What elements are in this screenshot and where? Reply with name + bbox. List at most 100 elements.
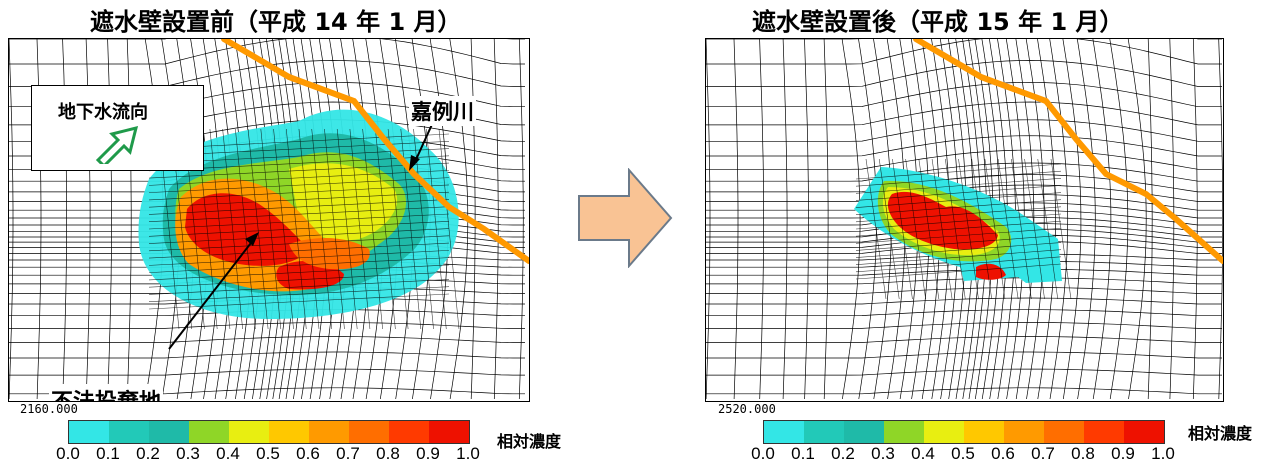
mesh-line <box>1050 158 1072 300</box>
legend-swatch <box>1084 421 1124 443</box>
legend-tick-label: 0.4 <box>216 444 240 463</box>
mesh-line <box>706 297 1222 305</box>
mesh-line <box>148 213 450 230</box>
flow-direction-label: 地下水流向 <box>58 102 148 123</box>
legend-tick-label: 0.3 <box>871 444 895 463</box>
mesh-line <box>148 264 450 281</box>
mesh-line <box>855 256 1062 273</box>
mesh-line <box>1218 39 1223 400</box>
mesh-line <box>148 271 450 288</box>
mesh-line <box>706 39 711 400</box>
mesh-line <box>9 39 14 400</box>
mesh-line <box>855 263 1062 280</box>
legend-title-before: 相対濃度 <box>497 432 562 451</box>
timestep-label-after: 2520.000 <box>718 402 776 416</box>
legend-swatch <box>1124 421 1164 443</box>
mesh-line <box>148 177 450 193</box>
mesh-line <box>9 368 525 376</box>
mesh-line <box>706 309 1222 317</box>
mesh-line <box>1127 39 1147 400</box>
legend-tick-label: 0.9 <box>416 444 440 463</box>
mesh-line <box>971 158 993 300</box>
mesh-line <box>706 387 1222 395</box>
legend-tick-label: 0.8 <box>1071 444 1095 463</box>
legend-tick-label: 0.1 <box>96 444 120 463</box>
mesh-line <box>1192 39 1198 400</box>
legend-tick-label: 1.0 <box>1151 444 1175 463</box>
mesh-line <box>324 128 345 330</box>
mesh-line <box>782 39 788 400</box>
mesh-line <box>855 249 1062 266</box>
mesh-line <box>905 158 926 300</box>
mesh-line <box>260 128 282 330</box>
site-pointer-line <box>168 238 255 350</box>
mesh-line <box>148 220 450 237</box>
timestep-label-before: 2160.000 <box>20 402 78 416</box>
legend-swatch <box>149 421 189 443</box>
mesh-line <box>1109 39 1129 400</box>
mesh-line <box>706 101 1222 126</box>
legend-tick-label: 0.5 <box>951 444 975 463</box>
mesh-line <box>1049 39 1069 400</box>
mesh-line <box>1076 39 1096 400</box>
legend-tick-label: 1.0 <box>456 444 480 463</box>
left-panel-title: 遮水壁設置前（平成 14 年 1 月） <box>90 8 462 36</box>
mesh-line <box>148 279 450 295</box>
mesh-line <box>387 128 409 330</box>
legend-tick-label: 0.2 <box>831 444 855 463</box>
mesh-line <box>1037 158 1059 300</box>
mesh-line <box>273 128 294 330</box>
mesh-line <box>9 322 525 329</box>
mesh-line <box>706 322 1222 329</box>
legend-tick-label: 0.5 <box>256 444 280 463</box>
river-label: 嘉例川 <box>409 96 476 126</box>
grid-mesh-after <box>706 39 1223 400</box>
color-scale-bar-after <box>763 420 1165 444</box>
legend-swatch <box>429 421 469 443</box>
right-panel-title: 遮水壁設置後（平成 15 年 1 月） <box>752 8 1124 36</box>
legend-swatch <box>924 421 964 443</box>
mesh-line <box>311 128 333 330</box>
mesh-line <box>9 336 525 343</box>
plume-red-core-south <box>976 263 1006 280</box>
legend-tick-label: 0.0 <box>751 444 775 463</box>
mesh-line <box>1015 39 1035 400</box>
mesh-line <box>148 228 450 244</box>
legend-swatch <box>309 421 349 443</box>
legend-swatch <box>389 421 429 443</box>
mesh-line <box>855 192 1062 208</box>
legend-swatch <box>1044 421 1084 443</box>
mesh-line <box>493 39 499 400</box>
mesh-line <box>9 351 525 359</box>
legend-tick-label: 0.6 <box>296 444 320 463</box>
mesh-line <box>235 128 256 330</box>
plume-yellow-band <box>289 163 398 241</box>
mesh-line <box>855 227 1062 244</box>
mesh-line <box>222 128 243 330</box>
legend-tick-label: 0.8 <box>376 444 400 463</box>
legend-swatch <box>189 421 229 443</box>
legend-tick-label: 0.2 <box>136 444 160 463</box>
mesh-line <box>375 128 396 330</box>
legend-swatch <box>804 421 844 443</box>
mesh-line <box>855 242 1062 258</box>
legend-tick-label: 0.9 <box>1111 444 1135 463</box>
mesh-line <box>706 174 1222 193</box>
legend-tick-label: 0.4 <box>911 444 935 463</box>
mesh-line <box>706 149 1222 170</box>
mesh-line <box>855 163 1062 180</box>
mesh-line <box>878 158 900 300</box>
flow-direction-inset: 地下水流向 <box>31 85 204 171</box>
legend-swatch <box>1004 421 1044 443</box>
plume-map-after <box>705 38 1224 402</box>
mesh-line <box>997 158 1019 300</box>
mesh-line <box>706 368 1222 376</box>
mesh-line <box>148 206 450 223</box>
legend-swatch <box>269 421 309 443</box>
mesh-line <box>984 158 1006 300</box>
mesh-line <box>855 206 1062 223</box>
mesh-line <box>706 39 1222 65</box>
site-label: 不法投棄地 <box>49 384 164 401</box>
legend-swatch <box>349 421 389 443</box>
legend-swatch <box>844 421 884 443</box>
